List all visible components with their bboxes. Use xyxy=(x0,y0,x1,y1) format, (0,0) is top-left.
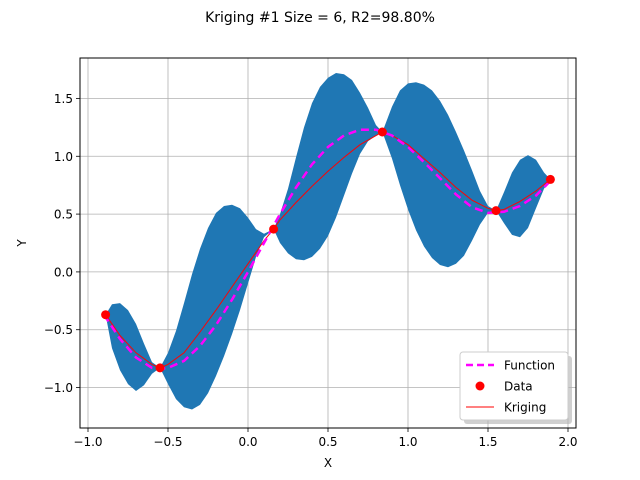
y-axis-label: Y xyxy=(15,239,29,248)
y-tick-label: −1.0 xyxy=(44,381,73,395)
x-axis-label: X xyxy=(324,456,332,470)
x-tick-label: 0.0 xyxy=(238,435,257,449)
x-tick-label: −1.0 xyxy=(73,435,102,449)
data-point xyxy=(545,174,555,184)
data-point xyxy=(377,127,387,137)
confidence-band xyxy=(105,73,551,410)
series-function-line xyxy=(102,128,553,371)
data-point xyxy=(269,224,279,234)
legend: Function Data Kriging xyxy=(459,351,572,424)
y-tick-label: −0.5 xyxy=(44,323,73,337)
plot-area xyxy=(101,73,555,410)
legend-kriging-label: Kriging xyxy=(504,401,546,415)
x-tick-label: −0.5 xyxy=(153,435,182,449)
legend-data-label: Data xyxy=(504,380,533,394)
x-tick-label: 1.5 xyxy=(478,435,497,449)
data-point xyxy=(101,310,111,320)
series-kriging-line xyxy=(105,131,551,369)
legend-function-label: Function xyxy=(504,359,555,373)
y-axis-ticks: −1.0 −0.5 0.0 0.5 1.0 1.5 xyxy=(44,92,80,395)
y-tick-label: 0.0 xyxy=(54,265,73,279)
x-axis-ticks: −1.0 −0.5 0.0 0.5 1.0 1.5 2.0 xyxy=(73,428,578,449)
y-tick-label: 1.5 xyxy=(54,92,73,106)
x-tick-label: 2.0 xyxy=(558,435,577,449)
legend-data-swatch xyxy=(475,381,485,391)
data-point xyxy=(491,206,501,216)
chart-title: Kriging #1 Size = 6, R2=98.80% xyxy=(205,10,435,26)
data-point xyxy=(155,363,165,373)
y-tick-label: 0.5 xyxy=(54,208,73,222)
x-tick-label: 0.5 xyxy=(318,435,337,449)
x-tick-label: 1.0 xyxy=(398,435,417,449)
y-tick-label: 1.0 xyxy=(54,150,73,164)
legend-box xyxy=(459,351,569,421)
